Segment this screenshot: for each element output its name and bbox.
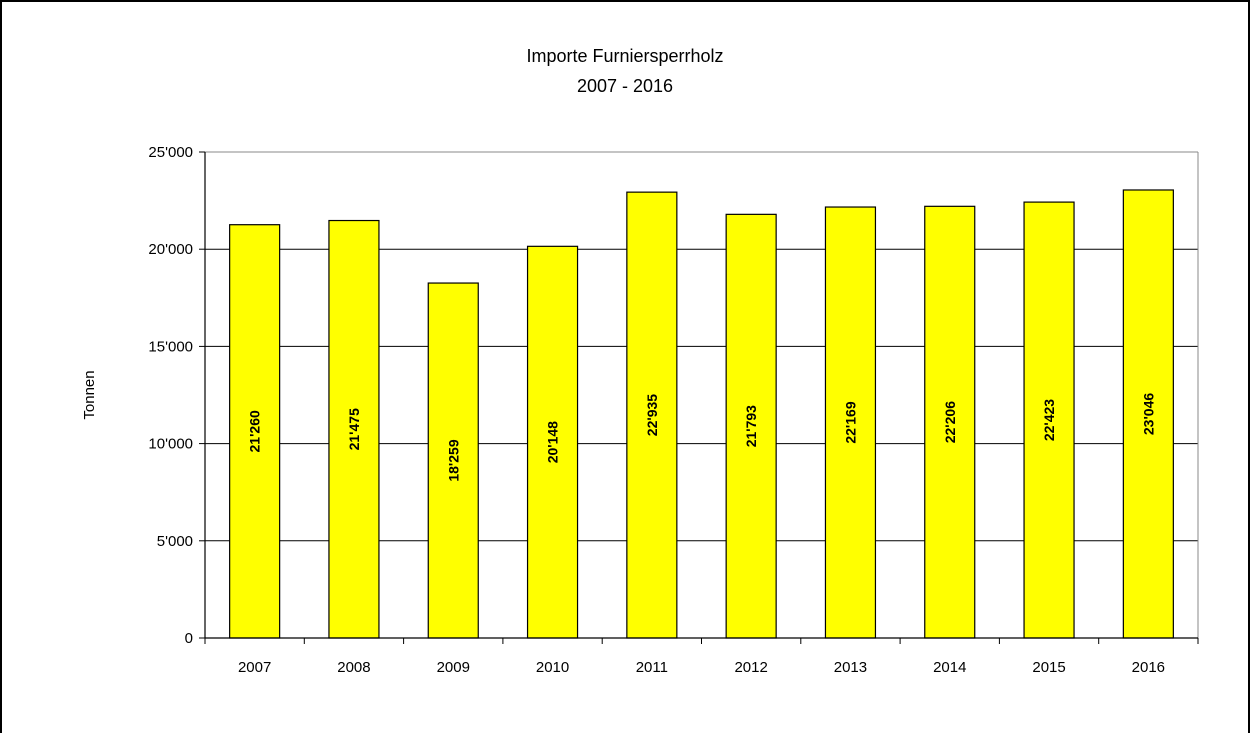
bar-2010 <box>526 245 579 639</box>
y-tick-label: 10'000 <box>148 436 193 453</box>
data-label: 22'169 <box>842 401 858 443</box>
x-tick-label: 2013 <box>834 659 867 676</box>
x-tick-label: 2016 <box>1132 659 1165 676</box>
bar-2016 <box>1122 189 1174 639</box>
chart-title: Importe Furniersperrholz <box>526 46 723 66</box>
y-tick-label: 5'000 <box>157 533 193 550</box>
y-tick-label: 20'000 <box>148 241 193 258</box>
data-label: 20'148 <box>545 421 561 463</box>
bar-2007 <box>229 224 281 639</box>
data-label: 21'793 <box>743 405 759 447</box>
y-tick-labels: 0 5'000 10'000 15'000 20'000 25'000 <box>148 144 193 647</box>
x-tick-label: 2008 <box>337 659 370 676</box>
y-tick-label: 25'000 <box>148 144 193 161</box>
data-label: 18'259 <box>445 439 461 481</box>
y-axis-label: Tonnen <box>81 370 98 419</box>
bar-2013 <box>824 206 877 639</box>
bar-2014 <box>924 205 976 639</box>
data-label: 22'423 <box>1041 399 1057 441</box>
x-tick-label: 2011 <box>636 659 668 676</box>
x-tick-label: 2009 <box>437 659 470 676</box>
bar-2008 <box>328 219 380 639</box>
data-label: 22'935 <box>644 394 660 436</box>
axes <box>199 151 1199 644</box>
data-label: 21'475 <box>346 408 362 450</box>
bar-2009 <box>427 282 479 639</box>
data-label: 22'206 <box>942 401 958 443</box>
bars <box>229 189 1174 639</box>
x-tick-label: 2012 <box>734 659 767 676</box>
x-tick-label: 2007 <box>238 659 271 676</box>
x-tick-label: 2015 <box>1032 659 1065 676</box>
bar-2012 <box>725 213 777 639</box>
chart-subtitle: 2007 - 2016 <box>577 76 673 96</box>
bar-2011 <box>626 191 678 639</box>
data-label: 23'046 <box>1140 393 1156 435</box>
x-tick-label: 2010 <box>536 659 569 676</box>
x-tick-label: 2014 <box>933 659 966 676</box>
y-tick-label: 0 <box>185 630 193 647</box>
data-labels: 21'260 21'475 18'259 20'148 22'935 21'793 22'1… <box>247 393 1157 482</box>
data-label: 21'260 <box>247 410 263 452</box>
y-tick-label: 15'000 <box>148 338 193 355</box>
x-tick-labels: 2007 2008 2009 2010 2011 2012 2013 2014 2015 2016 <box>238 659 1165 676</box>
